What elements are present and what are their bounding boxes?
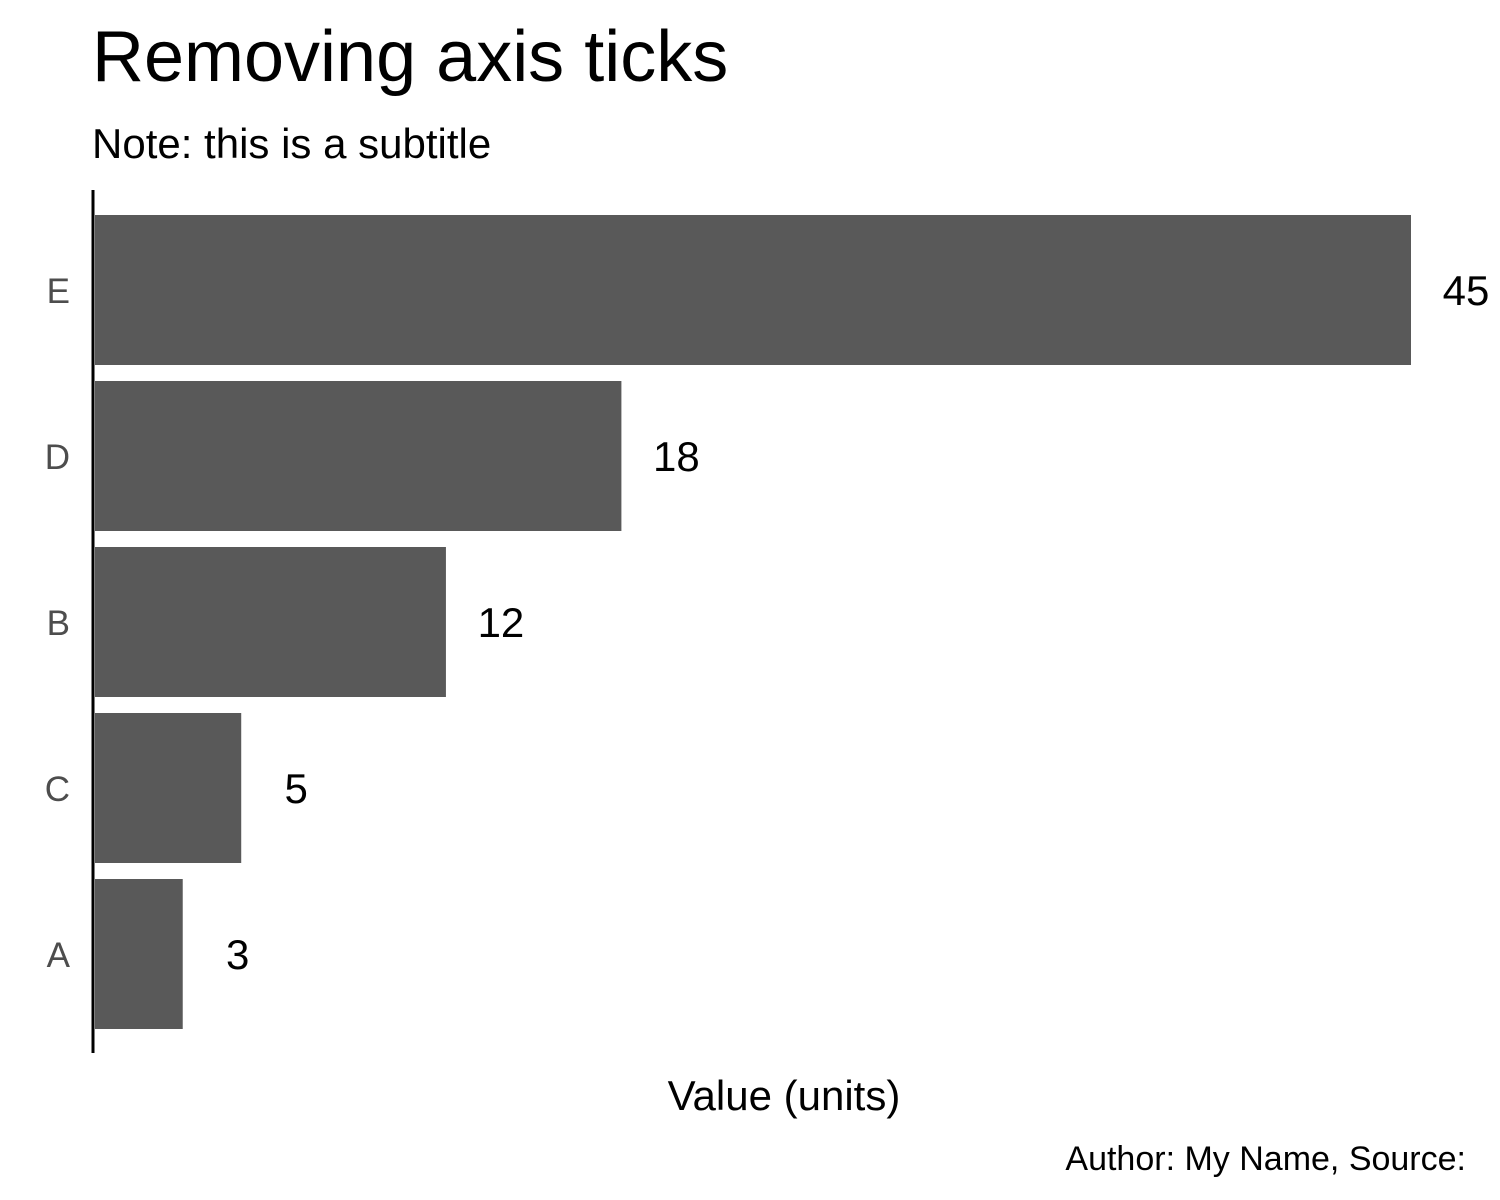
x-axis-label: Value (units) xyxy=(668,1072,901,1119)
y-tick-label-e: E xyxy=(47,272,70,311)
bar-c xyxy=(95,713,242,863)
y-tick-label-a: A xyxy=(47,936,71,975)
y-tick-labels: E D B C A xyxy=(45,272,71,975)
data-label-b: 12 xyxy=(478,599,525,646)
data-labels: 45 18 12 5 3 xyxy=(226,267,1489,978)
bar-e xyxy=(95,215,1411,365)
bar-a xyxy=(95,879,183,1029)
bar-b xyxy=(95,547,446,697)
chart-caption: Author: My Name, Source: xyxy=(1065,1140,1466,1178)
data-label-e: 45 xyxy=(1443,267,1490,314)
y-tick-label-d: D xyxy=(45,438,70,477)
y-tick-label-c: C xyxy=(45,770,70,809)
chart-title: Removing axis ticks xyxy=(92,17,728,97)
bars-group xyxy=(95,215,1411,1029)
data-label-a: 3 xyxy=(226,931,249,978)
chart-subtitle: Note: this is a subtitle xyxy=(92,120,491,167)
bar-d xyxy=(95,381,622,531)
data-label-c: 5 xyxy=(285,765,308,812)
data-label-d: 18 xyxy=(653,433,700,480)
y-tick-label-b: B xyxy=(47,604,70,643)
